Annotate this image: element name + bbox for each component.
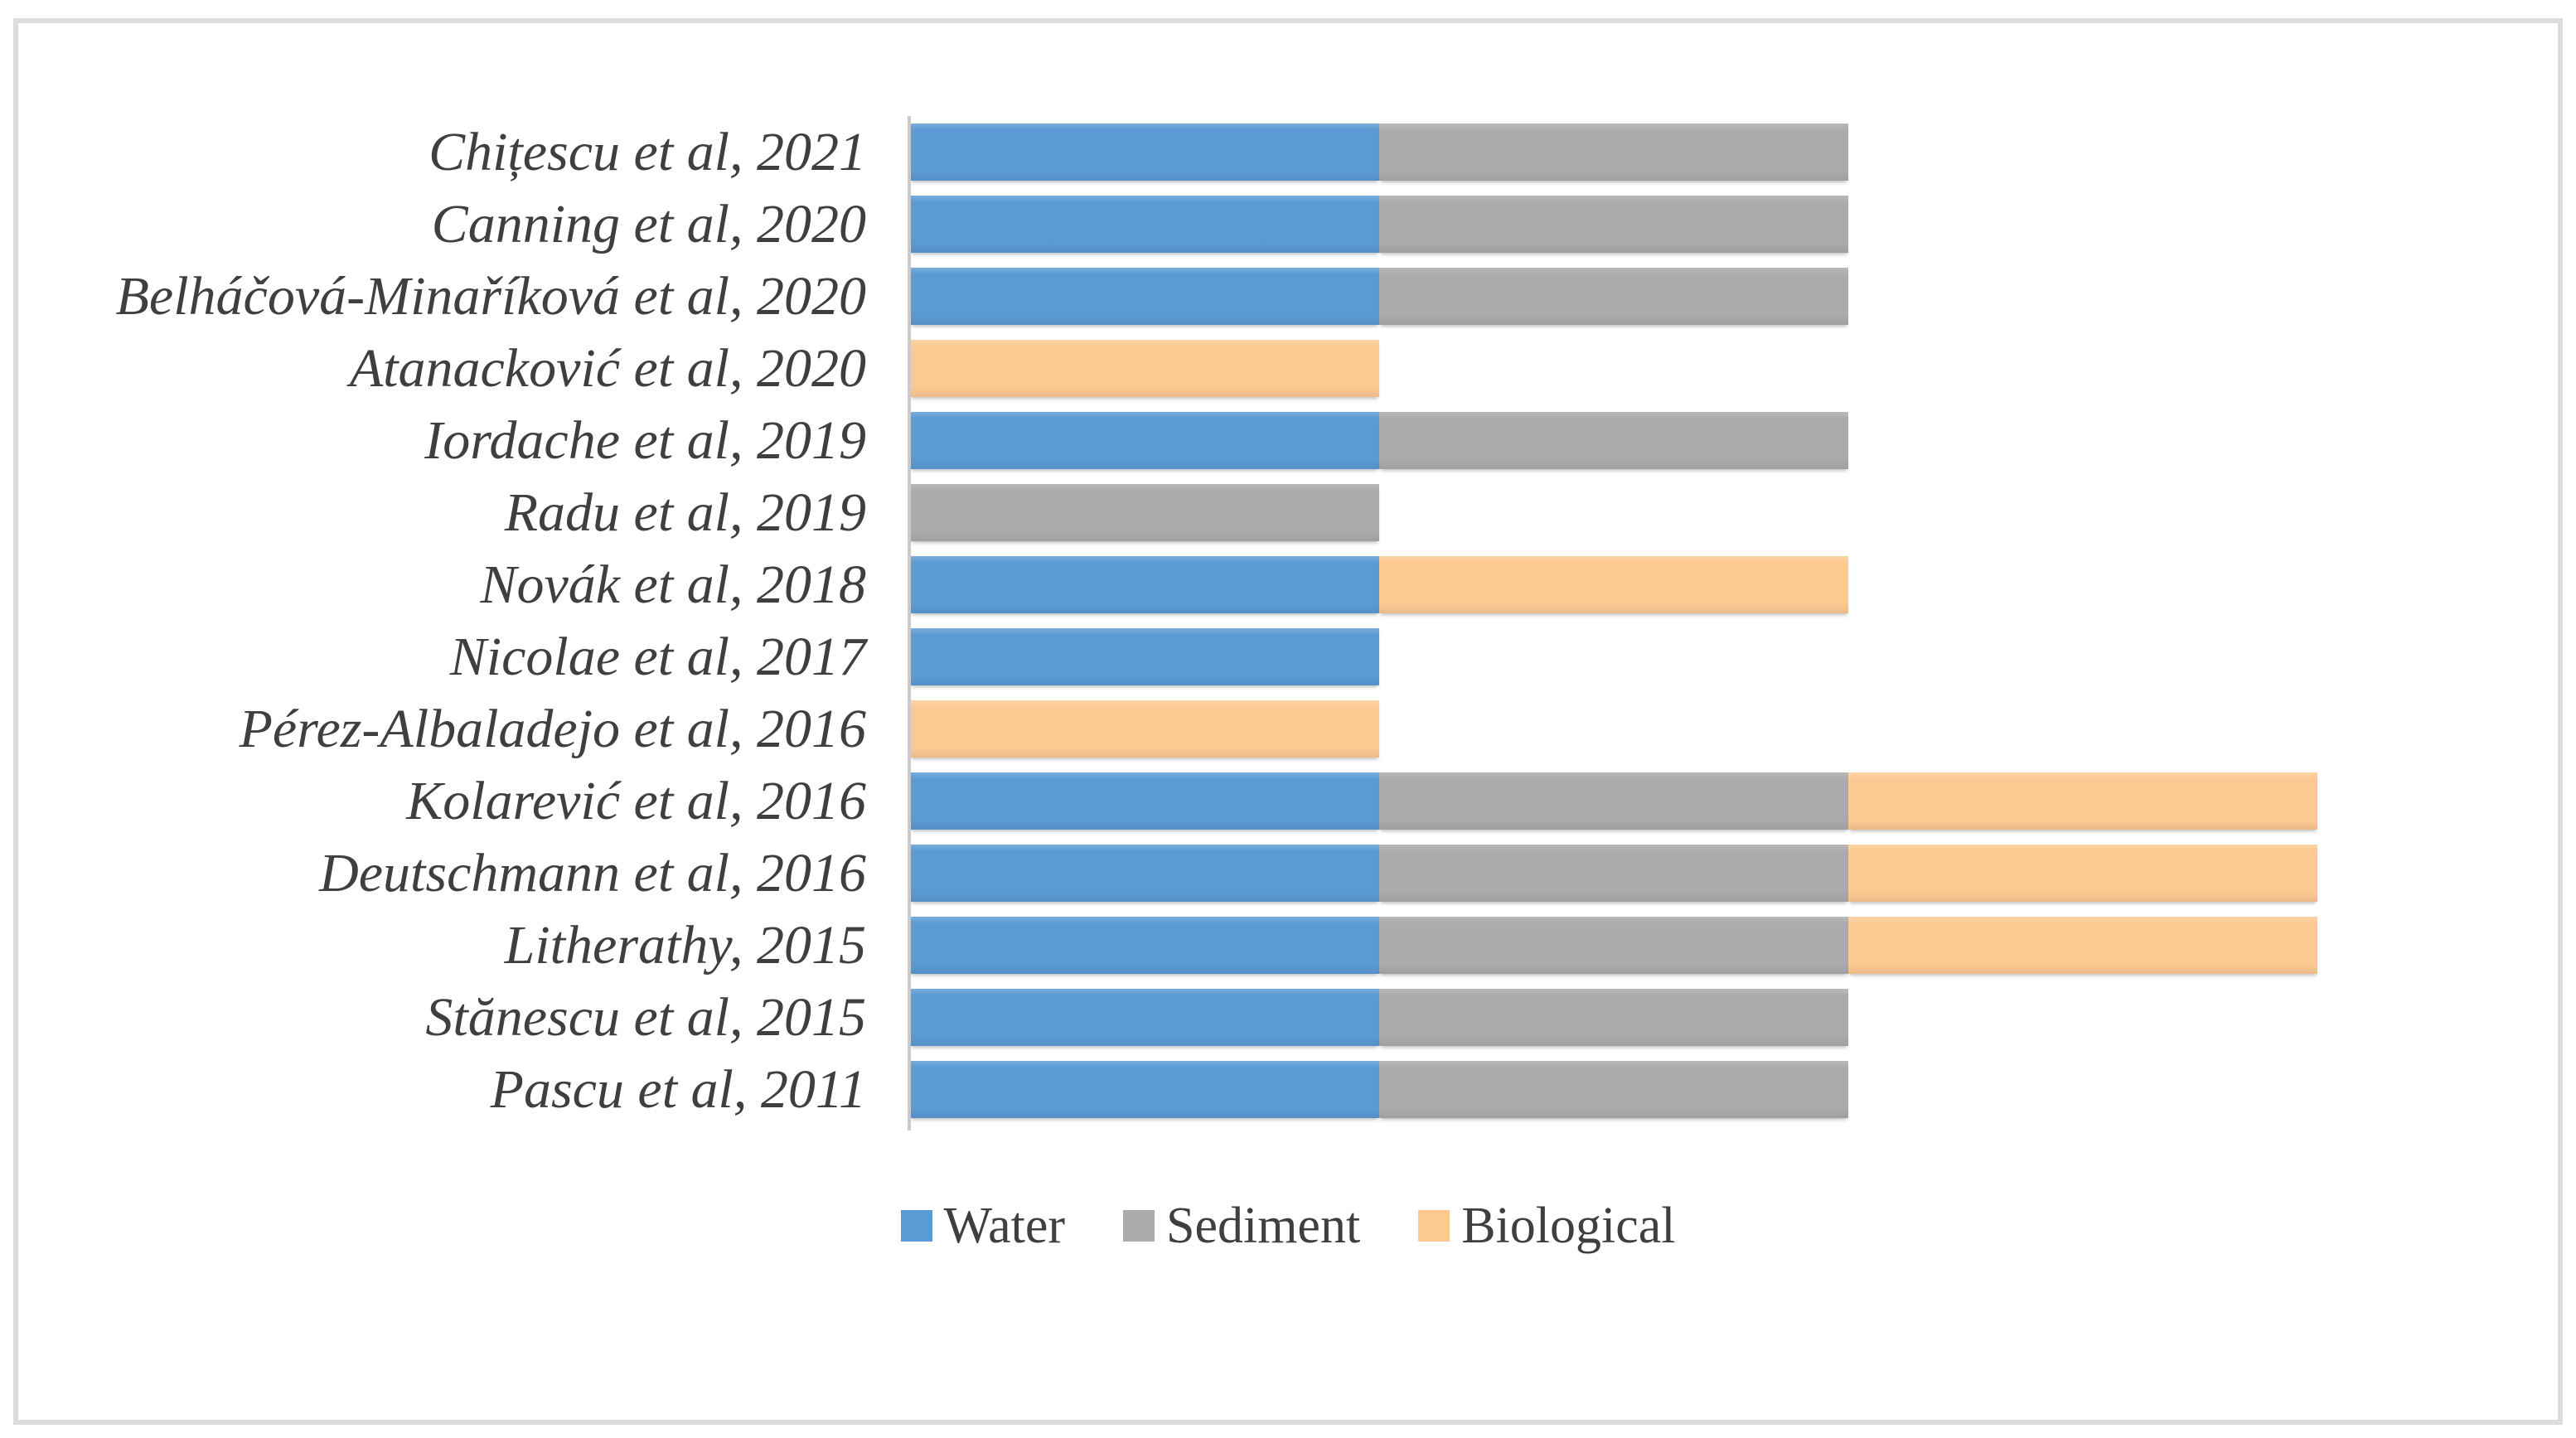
bar-segment-sediment — [1379, 412, 1848, 469]
chart-row: Belháčová-Minaříková et al, 2020 — [0, 260, 2576, 332]
chart-border — [13, 18, 2563, 1425]
category-label: Belháčová-Minaříková et al, 2020 — [115, 265, 866, 327]
bar-track — [910, 196, 1848, 253]
bar-segment-water — [910, 268, 1379, 325]
bar-track — [910, 412, 1848, 469]
bar-track — [910, 268, 1848, 325]
category-label: Stănescu et al, 2015 — [425, 986, 866, 1048]
bar-segment-sediment — [1379, 845, 1848, 902]
legend: Water Sediment Biological — [0, 1200, 2576, 1252]
category-label: Pérez-Albaladejo et al, 2016 — [239, 698, 866, 759]
category-label: Iordache et al, 2019 — [424, 409, 866, 471]
bar-segment-water — [910, 989, 1379, 1046]
bar-segment-sediment — [1379, 989, 1848, 1046]
legend-label: Sediment — [1165, 1198, 1361, 1254]
bar-track — [910, 845, 2317, 902]
chart-row: Atanacković et al, 2020 — [0, 332, 2576, 404]
legend-item-sediment: Sediment — [1122, 1198, 1361, 1254]
bar-track — [910, 700, 1379, 758]
bar-track — [910, 628, 1379, 685]
legend-label: Biological — [1461, 1198, 1676, 1254]
category-label: Pascu et al, 2011 — [490, 1058, 866, 1120]
bar-segment-water — [910, 123, 1379, 181]
legend-swatch-water — [900, 1210, 932, 1242]
bar-segment-biological — [1848, 917, 2317, 974]
chart-row: Chițescu et al, 2021 — [0, 116, 2576, 188]
bar-track — [910, 917, 2317, 974]
category-label: Chițescu et al, 2021 — [429, 121, 866, 182]
legend-item-water: Water — [900, 1198, 1065, 1254]
bar-track — [910, 989, 1848, 1046]
bar-segment-biological — [910, 340, 1379, 397]
bar-segment-sediment — [1379, 917, 1848, 974]
bar-track — [910, 1061, 1848, 1118]
bar-track — [910, 772, 2317, 830]
bar-segment-biological — [1848, 772, 2317, 830]
chart-row: Kolarević et al, 2016 — [0, 765, 2576, 837]
bar-segment-water — [910, 845, 1379, 902]
bar-segment-sediment — [1379, 772, 1848, 830]
bar-segment-sediment — [1379, 1061, 1848, 1118]
chart-row: Canning et al, 2020 — [0, 188, 2576, 260]
bar-track — [910, 340, 1379, 397]
bar-track — [910, 484, 1379, 541]
category-label: Canning et al, 2020 — [431, 193, 866, 254]
bar-segment-water — [910, 556, 1379, 613]
category-label: Novák et al, 2018 — [480, 554, 866, 615]
bar-segment-sediment — [1379, 268, 1848, 325]
bar-segment-biological — [1848, 845, 2317, 902]
bar-segment-water — [910, 196, 1379, 253]
chart-row: Deutschmann et al, 2016 — [0, 837, 2576, 909]
chart-row: Pascu et al, 2011 — [0, 1053, 2576, 1126]
bar-segment-sediment — [910, 484, 1379, 541]
chart-row: Litherathy, 2015 — [0, 909, 2576, 981]
chart-row: Stănescu et al, 2015 — [0, 981, 2576, 1053]
category-label: Deutschmann et al, 2016 — [319, 842, 866, 903]
chart-row: Iordache et al, 2019 — [0, 404, 2576, 477]
category-label: Kolarević et al, 2016 — [406, 770, 866, 831]
chart-row: Nicolae et al, 2017 — [0, 621, 2576, 693]
legend-item-biological: Biological — [1418, 1200, 1675, 1252]
category-label: Nicolae et al, 2017 — [449, 626, 866, 687]
category-label: Atanacković et al, 2020 — [349, 337, 866, 399]
chart-row: Pérez-Albaladejo et al, 2016 — [0, 693, 2576, 765]
bar-segment-water — [910, 772, 1379, 830]
legend-swatch-biological — [1418, 1210, 1450, 1242]
chart-row: Novák et al, 2018 — [0, 549, 2576, 621]
plot-area: Chițescu et al, 2021 Canning et al, 2020 B… — [0, 116, 2576, 1126]
bar-segment-water — [910, 917, 1379, 974]
bar-segment-biological — [910, 700, 1379, 758]
bar-track — [910, 123, 1848, 181]
bar-segment-sediment — [1379, 123, 1848, 181]
bar-segment-biological — [1379, 556, 1848, 613]
y-axis-line — [908, 116, 911, 1131]
legend-swatch-sediment — [1122, 1210, 1155, 1242]
legend-label: Water — [943, 1198, 1065, 1254]
chart-row: Radu et al, 2019 — [0, 477, 2576, 549]
category-label: Radu et al, 2019 — [504, 482, 866, 543]
bar-segment-water — [910, 628, 1379, 685]
category-label: Litherathy, 2015 — [504, 914, 866, 976]
bar-track — [910, 556, 1848, 613]
bar-segment-sediment — [1379, 196, 1848, 253]
bar-segment-water — [910, 412, 1379, 469]
bar-segment-water — [910, 1061, 1379, 1118]
